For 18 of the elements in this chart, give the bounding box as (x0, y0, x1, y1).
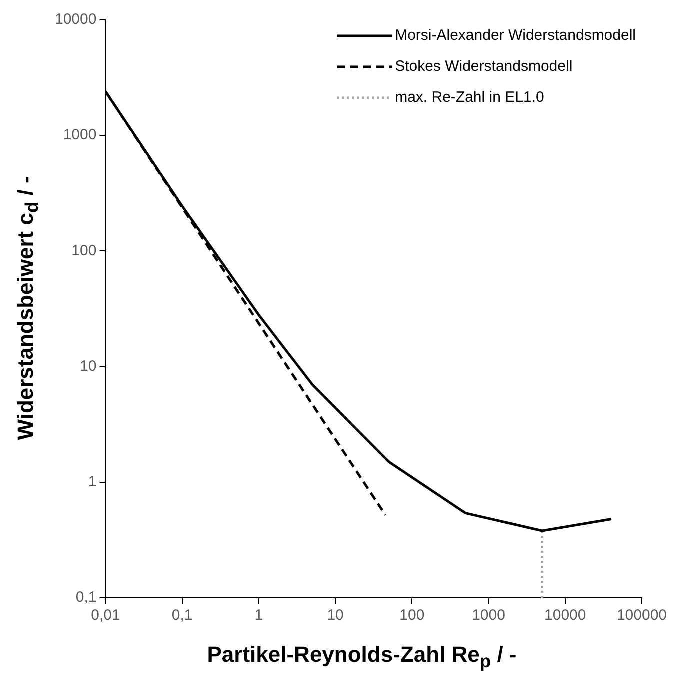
x-axis-title: Partikel-Reynolds-Zahl Re$_{p}$ / - (206, 642, 518, 672)
legend-label: Stokes Widerstandsmodell (395, 58, 573, 76)
y-tick-label: 1000 (63, 126, 97, 144)
x-tick-label: 100 (400, 607, 425, 624)
legend-label: Morsi-Alexander Widerstandsmodell (395, 27, 636, 44)
y-tick-label: 100 (72, 242, 97, 260)
y-tick-label: 0,1 (76, 589, 97, 606)
x-tick-label: 10 (327, 607, 344, 624)
x-tick-label: 0,1 (172, 607, 193, 624)
x-tick-label: 1000 (472, 607, 506, 624)
y-tick-label: 10000 (54, 11, 97, 28)
y-tick-label: 10 (80, 358, 97, 375)
legend-label: max. Re-Zahl in EL1.0 (395, 89, 544, 106)
y-tick-label: 1 (88, 474, 97, 491)
x-tick-label: 1 (254, 607, 264, 624)
x-tick-label: 0,01 (91, 607, 120, 624)
x-tick-label: 10000 (544, 607, 586, 624)
x-tick-label: 100000 (616, 607, 668, 624)
